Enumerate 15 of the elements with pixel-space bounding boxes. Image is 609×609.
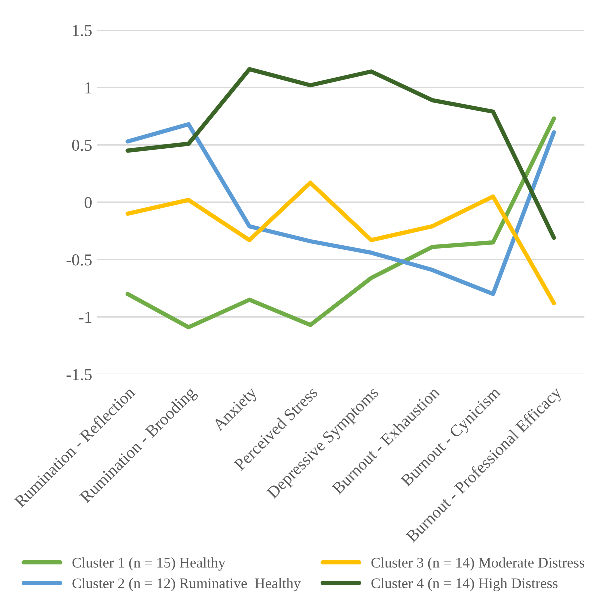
y-tick-label: -0.5: [66, 254, 92, 266]
line-series: [126, 116, 556, 330]
legend-label: Cluster 3 (n = 14) Moderate Distress: [372, 558, 584, 571]
y-tick-label: 0: [84, 197, 92, 208]
y-tick-label: 1: [86, 82, 92, 94]
line-series: [126, 122, 556, 296]
legend-label: Cluster 1 (n = 15) Healthy: [72, 558, 226, 571]
y-tick-label: -1.5: [66, 369, 92, 381]
y-tick-label: 0.5: [72, 140, 92, 152]
y-tick-label: 1.5: [73, 25, 92, 36]
legend-label: Cluster 4 (n = 14) High Distress: [372, 578, 558, 592]
legend-label: Cluster 2 (n = 12) Ruminative Healthy: [72, 578, 301, 592]
line-series: [126, 67, 556, 240]
y-tick-label: -1: [79, 312, 92, 323]
line-series: [126, 180, 556, 306]
